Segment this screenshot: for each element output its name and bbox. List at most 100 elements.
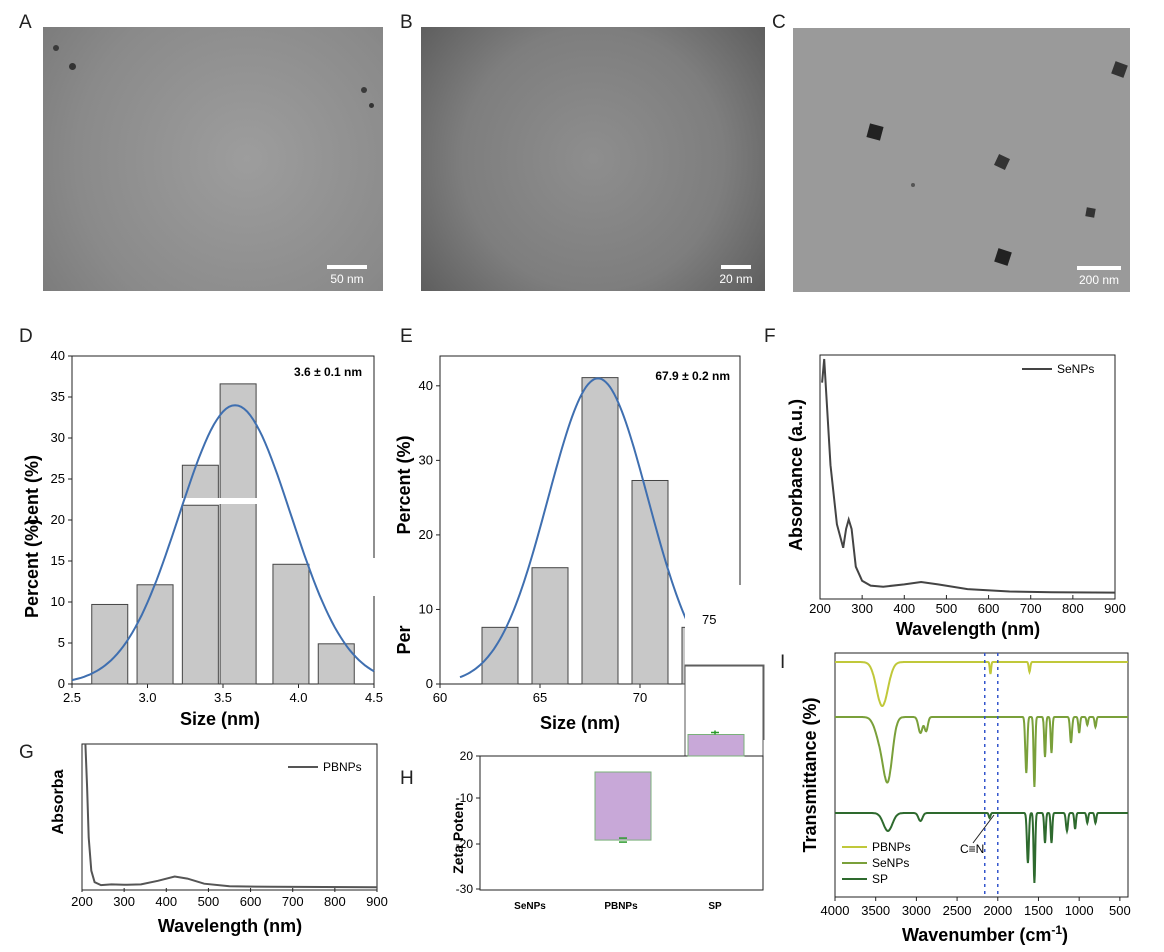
xlabel-g: Wavelength (nm): [158, 916, 302, 936]
xtick-label-d: 2.5: [63, 690, 81, 705]
xtick-label-f-ticks: 300: [851, 601, 873, 616]
chart-f: 200 300 400 500 600 700 800 900 SeNPs Wavelengt…: [786, 354, 1126, 639]
xtick-label-i: 500: [1109, 903, 1131, 918]
annotation-d: 3.6 ± 0.1 nm: [294, 365, 362, 379]
xtick-label-f-ticks: 800: [1062, 601, 1084, 616]
chart-h: -30 -20 -10 20 SeNPs PBNPs SP Zeta Poten: [450, 665, 764, 912]
legend-i-senps: SeNPs: [872, 856, 909, 870]
bar-d: [272, 563, 310, 685]
bar-d: [181, 504, 219, 685]
panel-label-i: I: [780, 652, 786, 673]
ytick-label-h: -30: [456, 882, 474, 896]
ytick-label-d: 10: [51, 594, 65, 609]
xlabel-e: Size (nm): [540, 713, 620, 733]
xtick-label-d: 3.0: [138, 690, 156, 705]
xtick-label-g-ticks: 200: [71, 894, 93, 909]
legend-i-pbnps: PBNPs: [872, 840, 911, 854]
bar-d: [91, 603, 129, 685]
bar-h-sp: [687, 734, 745, 757]
xtick-label-g-ticks: 400: [155, 894, 177, 909]
ytick-label-d: 25: [51, 471, 65, 486]
xtick-label-f-ticks: 500: [936, 601, 958, 616]
xlabel-f: Wavelength (nm): [896, 619, 1040, 639]
bar-h-pbnps: [594, 771, 652, 841]
xtick-label-i: 2000: [983, 903, 1012, 918]
category-label-h: PBNPs: [604, 901, 638, 912]
ytick-label-h: -10: [456, 791, 474, 805]
legend-i: PBNPs SeNPs SP: [842, 840, 911, 886]
legend-g: PBNPs: [323, 760, 362, 774]
ytick-label-e: 10: [419, 601, 433, 616]
series-pbnps: [84, 743, 378, 889]
xtick-label-f-ticks: 400: [893, 601, 915, 616]
category-label-h: SeNPs: [514, 901, 546, 912]
panel-label-b: B: [400, 12, 413, 33]
series-senps: [821, 358, 1116, 594]
ylabel-f: Absorbance (a.u.): [786, 399, 806, 551]
bar-d: [136, 584, 174, 685]
panel-label-a: A: [19, 12, 32, 33]
ytick-label-d: 30: [51, 430, 65, 445]
panel-label-g: G: [19, 742, 34, 763]
annotation-e: 67.9 ± 0.2 nm: [655, 369, 730, 383]
chart-d: 2.5 3.0 3.5 4.0 4.5 0 5 10 15 20 25 30 35 40 3.6 ± 0.…: [22, 348, 383, 729]
category-label-h: SP: [708, 901, 722, 912]
ylabel-g: Absorba: [50, 769, 67, 834]
xtick-label-d: 4.5: [365, 690, 383, 705]
ylabel-h: Zeta Poten: [450, 802, 466, 874]
cn-arrow: [972, 814, 995, 844]
panel-label-c: C: [772, 12, 786, 33]
series-i-senps: [835, 715, 1128, 788]
legend-i-sp: SP: [872, 872, 888, 886]
xtick-label-e: 60: [433, 690, 447, 705]
gaussian-fit-d: [71, 404, 375, 682]
xtick-label-i: 4000: [821, 903, 850, 918]
fit-gap-mask: [175, 498, 285, 504]
series-i-sp: [835, 811, 1128, 884]
xtick-label-f-ticks: 900: [1104, 601, 1126, 616]
xtick-label-i: 2500: [943, 903, 972, 918]
ytick-label-e: 0: [426, 676, 433, 691]
fit-gap-mask-right: [357, 558, 377, 596]
bar-d-overlap: [181, 464, 219, 502]
bar-e: [581, 377, 619, 685]
scalebar-c: 200 nm: [1073, 266, 1125, 287]
xtick-label-g-ticks: 600: [240, 894, 262, 909]
bar-e: [631, 479, 669, 685]
xtick-label-g-ticks: 700: [282, 894, 304, 909]
xtick-label-f-ticks: 600: [978, 601, 1000, 616]
xtick-label-e: 65: [533, 690, 547, 705]
ytick-label-d: 35: [51, 389, 65, 404]
ylabel-e: Percent (%): [394, 435, 414, 534]
panel-label-h: H: [400, 768, 414, 789]
bar-d: [317, 643, 355, 685]
ylabel-e-overlap: Per: [394, 625, 414, 654]
ytick-label-h: 20: [460, 749, 474, 763]
xlabel-i: Wavenumber (cm-1): [902, 923, 1068, 945]
xtick-label-i: 1500: [1024, 903, 1053, 918]
xlabel-d: Size (nm): [180, 709, 260, 729]
bar-d: [219, 383, 257, 685]
xtick-label-f-ticks: 700: [1020, 601, 1042, 616]
ylabel-i: Transmittance (%): [800, 697, 820, 852]
bar-e: [531, 567, 569, 685]
xtick-label-d: 3.5: [214, 690, 232, 705]
panel-label-e: E: [400, 326, 413, 347]
ytick-label-d: 15: [51, 553, 65, 568]
sem-image-c: 200 nm: [793, 28, 1130, 292]
tem-image-a: 50 nm: [43, 27, 383, 291]
xtick-label-d: 4.0: [289, 690, 307, 705]
xtick-label-g-ticks: 300: [113, 894, 135, 909]
tick-e-75: 75: [702, 612, 716, 627]
scalebar-a: 50 nm: [321, 265, 373, 286]
xtick-label-i: 3500: [861, 903, 890, 918]
scalebar-b: 20 nm: [711, 265, 761, 286]
panel-label-f: F: [764, 326, 776, 347]
xtick-label-g-ticks: 800: [324, 894, 346, 909]
ytick-label-d: 5: [58, 635, 65, 650]
ytick-label-h: -20: [456, 837, 474, 851]
annotation-cn: C≡N: [960, 842, 984, 856]
ytick-label-d: 20: [51, 512, 65, 527]
series-i-pbnps: [835, 661, 1128, 708]
tem-image-b: 20 nm: [421, 27, 765, 291]
